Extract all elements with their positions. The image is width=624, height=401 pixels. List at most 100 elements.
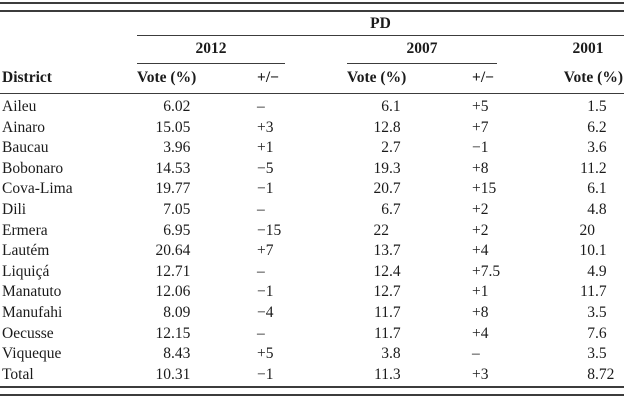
change-2007-cell: +15 bbox=[472, 180, 497, 198]
table-row: Viqueque 8.43 +5 3.8 – 3.5 bbox=[0, 344, 624, 365]
table-row: Oecusse 12.15 – 11.7 +4 7.6 bbox=[0, 324, 624, 345]
district-cell: Ermera bbox=[2, 221, 48, 239]
vote-2001-column-header: Vote (%) bbox=[563, 69, 623, 86]
change-2012-cell: – bbox=[257, 200, 265, 218]
vote-2001-cell: 1.5 bbox=[587, 98, 607, 115]
year-label-2007: 2007 bbox=[347, 36, 497, 64]
vote-2001-cell: 7.6 bbox=[587, 324, 607, 342]
vote-2001-cell: 11.7 bbox=[580, 283, 607, 301]
vote-2007-cell: 3.8 bbox=[381, 345, 401, 363]
top-double-rule bbox=[0, 2, 624, 12]
vote-2001-cell: 20 bbox=[579, 221, 596, 239]
vote-2012-cell: 3.96 bbox=[163, 139, 191, 157]
vote-2012-cell: 12.71 bbox=[155, 262, 191, 280]
vote-2012-cell: 14.53 bbox=[155, 159, 191, 177]
district-cell: Aileu bbox=[2, 98, 37, 115]
vote-2007-cell: 2.7 bbox=[381, 139, 401, 157]
district-cell: Manufahi bbox=[2, 303, 63, 321]
vote-2012-cell: 7.05 bbox=[163, 200, 191, 218]
vote-2012-cell: 8.09 bbox=[163, 303, 191, 321]
change-2012-column-header: +/− bbox=[257, 69, 279, 86]
vote-2007-cell: 11.7 bbox=[374, 303, 401, 321]
vote-2007-cell: 12.8 bbox=[373, 118, 401, 136]
change-2012-cell: −5 bbox=[257, 159, 274, 177]
vote-2007-cell: 13.7 bbox=[373, 242, 401, 260]
vote-2012-cell: 15.05 bbox=[155, 118, 191, 136]
vote-2012-cell: 10.31 bbox=[155, 365, 191, 383]
district-cell: Viqueque bbox=[2, 345, 62, 363]
vote-2007-cell: 22 bbox=[373, 221, 390, 239]
change-2012-cell: −15 bbox=[257, 221, 282, 239]
table-row: Lautém 20.64 +7 13.7 +4 10.1 bbox=[0, 241, 624, 262]
table-row: Liquiçá 12.71 – 12.4 +7.5 4.9 bbox=[0, 262, 624, 283]
vote-2007-cell: 6.7 bbox=[381, 200, 401, 218]
vote-2007-cell: 20.7 bbox=[373, 180, 401, 198]
year-group-2007: 2007 bbox=[342, 36, 552, 64]
change-2007-cell: +8 bbox=[472, 303, 489, 321]
vote-2007-cell: 11.7 bbox=[374, 324, 401, 342]
year-label-2012: 2012 bbox=[137, 36, 285, 64]
vote-2007-cell: 19.3 bbox=[373, 159, 401, 177]
vote-2001-cell: 3.5 bbox=[587, 345, 607, 363]
year-header-row: 2012 2007 2001 bbox=[0, 36, 624, 64]
vote-2012-cell: 12.06 bbox=[155, 283, 191, 301]
district-cell: Oecusse bbox=[2, 324, 54, 342]
district-cell: Manatuto bbox=[2, 283, 62, 301]
bottom-double-rule bbox=[0, 385, 624, 396]
table-row: Dili 7.05 – 6.7 +2 4.8 bbox=[0, 200, 624, 221]
change-2007-cell: +4 bbox=[472, 324, 489, 342]
change-2012-cell: – bbox=[257, 262, 265, 280]
change-2007-column-header: +/− bbox=[472, 69, 494, 86]
change-2007-cell: +3 bbox=[472, 365, 489, 383]
change-2012-cell: −1 bbox=[257, 180, 274, 198]
vote-2001-cell: 10.1 bbox=[579, 242, 607, 260]
change-2012-cell: +3 bbox=[257, 118, 274, 136]
year-label-2001: 2001 bbox=[572, 40, 604, 57]
table-row: Total 10.31 −1 11.3 +3 8.72 bbox=[0, 365, 624, 386]
change-2012-cell: +1 bbox=[257, 139, 274, 157]
vote-2012-cell: 6.95 bbox=[163, 221, 191, 239]
vote-2012-column-header: Vote (%) bbox=[137, 69, 197, 86]
table-body: Aileu 6.02 – 6.1 +5 1.5 Ainaro 15.05 +3 … bbox=[0, 94, 624, 385]
party-group-label: PD bbox=[137, 12, 624, 36]
change-2007-cell: +7 bbox=[472, 118, 489, 136]
change-2012-cell: −1 bbox=[257, 283, 274, 301]
district-cell: Total bbox=[2, 365, 34, 383]
vote-2007-column-header: Vote (%) bbox=[347, 69, 407, 86]
column-header-row: District Vote (%) +/− Vote (%) +/− Vote … bbox=[0, 64, 624, 94]
change-2007-cell: +2 bbox=[472, 221, 489, 239]
district-cell: Dili bbox=[2, 200, 27, 218]
table-row: Bobonaro 14.53 −5 19.3 +8 11.2 bbox=[0, 159, 624, 180]
vote-2012-cell: 19.77 bbox=[155, 180, 191, 198]
vote-2012-cell: 12.15 bbox=[155, 324, 191, 342]
district-cell: Cova-Lima bbox=[2, 180, 73, 198]
change-2012-cell: – bbox=[257, 98, 265, 115]
table-row: Baucau 3.96 +1 2.7 −1 3.6 bbox=[0, 138, 624, 159]
vote-2001-cell: 8.72 bbox=[587, 365, 615, 383]
vote-2001-cell: 11.2 bbox=[580, 159, 607, 177]
year-spacer bbox=[0, 36, 137, 64]
vote-2001-cell: 6.2 bbox=[587, 118, 607, 136]
change-2012-cell: +7 bbox=[257, 242, 274, 260]
table-row: Aileu 6.02 – 6.1 +5 1.5 bbox=[0, 97, 624, 118]
vote-2001-cell: 4.9 bbox=[587, 262, 607, 280]
group-spacer bbox=[0, 12, 137, 36]
vote-2012-cell: 20.64 bbox=[155, 242, 191, 260]
vote-2007-cell: 12.4 bbox=[373, 262, 401, 280]
vote-2012-cell: 8.43 bbox=[163, 345, 191, 363]
district-cell: Lautém bbox=[2, 242, 50, 260]
vote-2001-cell: 3.6 bbox=[587, 139, 607, 157]
vote-2001-cell: 3.5 bbox=[587, 303, 607, 321]
party-group-row: PD bbox=[0, 12, 624, 36]
vote-2001-cell: 6.1 bbox=[587, 180, 607, 198]
change-2007-cell: +8 bbox=[472, 159, 489, 177]
district-cell: Bobonaro bbox=[2, 159, 64, 177]
change-2007-cell: +7.5 bbox=[472, 262, 501, 280]
district-cell: Ainaro bbox=[2, 118, 46, 136]
vote-2007-cell: 12.7 bbox=[373, 283, 401, 301]
table-row: Manatuto 12.06 −1 12.7 +1 11.7 bbox=[0, 282, 624, 303]
district-column-header: District bbox=[2, 69, 52, 86]
change-2012-cell: +5 bbox=[257, 345, 274, 363]
table-row: Manufahi 8.09 −4 11.7 +8 3.5 bbox=[0, 303, 624, 324]
